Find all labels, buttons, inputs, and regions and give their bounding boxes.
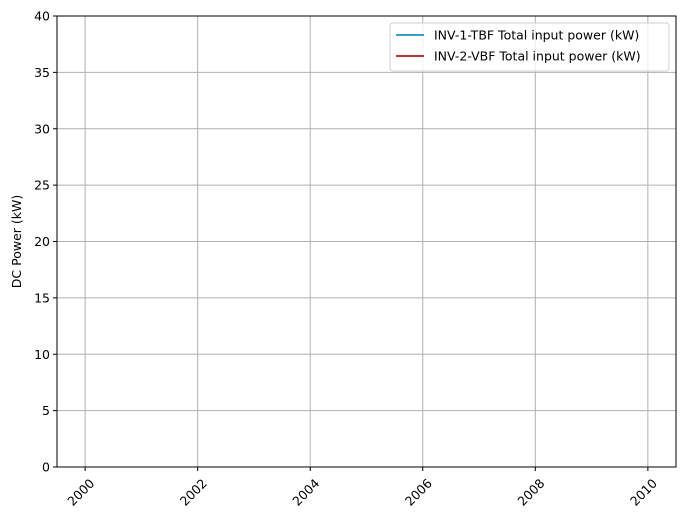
y-tick-label: 25 — [34, 178, 50, 193]
x-tick-label: 2000 — [64, 476, 97, 509]
grid — [57, 16, 676, 467]
legend: INV-1-TBF Total input power (kW) INV-2-VB… — [389, 22, 670, 72]
x-tick-label: 2008 — [514, 476, 547, 509]
y-tick-label: 35 — [34, 65, 50, 80]
legend-box — [389, 22, 670, 72]
legend-label-1: INV-2-VBF Total input power (kW) — [434, 49, 641, 64]
x-tick-label: 2002 — [177, 476, 210, 509]
x-tick-label: 2004 — [289, 476, 322, 509]
y-tick-label: 20 — [34, 234, 50, 249]
y-tick-label: 0 — [42, 460, 50, 475]
y-axis-label: DC Power (kW) — [9, 195, 24, 288]
y-tick-label: 10 — [34, 347, 50, 362]
y-tick-label: 40 — [34, 9, 50, 24]
x-tick-label: 2006 — [402, 476, 435, 509]
y-tick-label: 5 — [42, 403, 50, 418]
y-axis: 0 5 10 15 20 25 30 35 40 — [34, 9, 57, 475]
legend-label-0: INV-1-TBF Total input power (kW) — [434, 28, 639, 43]
y-tick-label: 15 — [34, 290, 50, 305]
y-tick-label: 30 — [34, 121, 50, 136]
x-tick-label: 2010 — [627, 476, 660, 509]
x-axis: 2000 2002 2004 2006 2008 2010 — [64, 467, 660, 509]
